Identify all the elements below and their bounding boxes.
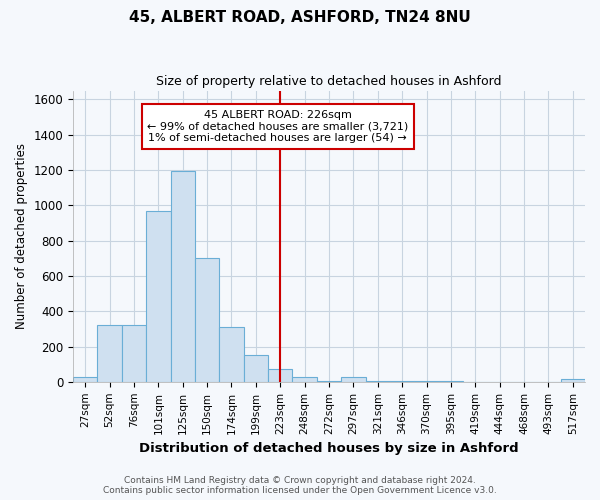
Bar [439,381,463,382]
Bar [244,356,268,382]
Bar [146,210,170,382]
Bar [122,326,146,382]
Y-axis label: Number of detached properties: Number of detached properties [15,143,28,329]
Bar [560,379,585,382]
Bar [220,327,244,382]
Bar [292,378,317,382]
Bar [195,258,220,382]
Text: 45, ALBERT ROAD, ASHFORD, TN24 8NU: 45, ALBERT ROAD, ASHFORD, TN24 8NU [129,10,471,25]
Bar [97,326,122,382]
Bar [317,381,341,382]
Bar [365,381,390,382]
Bar [73,377,97,382]
Bar [341,378,365,382]
Text: Contains HM Land Registry data © Crown copyright and database right 2024.
Contai: Contains HM Land Registry data © Crown c… [103,476,497,495]
Text: 45 ALBERT ROAD: 226sqm
← 99% of detached houses are smaller (3,721)
1% of semi-d: 45 ALBERT ROAD: 226sqm ← 99% of detached… [147,110,409,143]
Title: Size of property relative to detached houses in Ashford: Size of property relative to detached ho… [156,75,502,88]
Bar [415,381,439,382]
Bar [390,381,415,382]
Bar [268,368,292,382]
X-axis label: Distribution of detached houses by size in Ashford: Distribution of detached houses by size … [139,442,519,455]
Bar [170,171,195,382]
